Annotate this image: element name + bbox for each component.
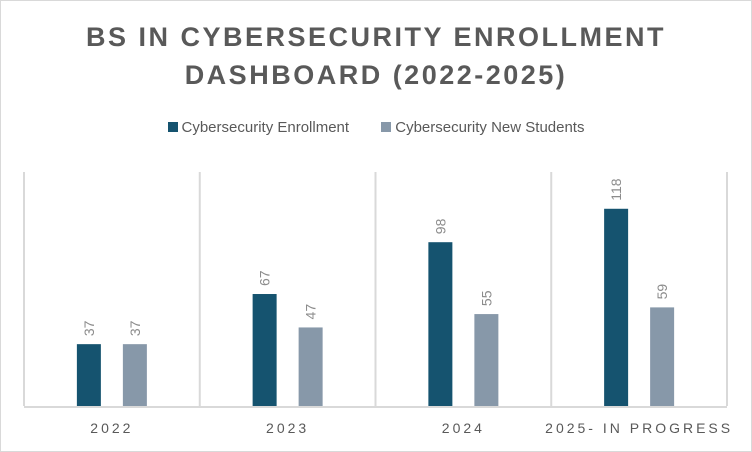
bar-enrollment-1: [252, 294, 277, 406]
data-label-enrollment-2: 98: [432, 218, 448, 234]
data-label-enrollment-3: 118: [608, 178, 624, 201]
chart-legend: Cybersecurity Enrollment Cybersecurity N…: [0, 119, 752, 136]
bar-new-students-3: [650, 307, 675, 406]
legend-label-new-students: Cybersecurity New Students: [395, 119, 585, 136]
legend-item-new-students[interactable]: Cybersecurity New Students: [381, 119, 584, 136]
bar-new-students-1: [298, 327, 323, 406]
data-label-new-students-3: 59: [654, 284, 670, 300]
chart-title-line-1: BS IN CYBERSECURITY ENROLLMENT: [85, 22, 667, 52]
x-tick-label: 2023: [266, 420, 309, 436]
data-label-enrollment-0: 37: [81, 320, 97, 336]
bar-new-students-2: [474, 314, 499, 406]
legend-label-enrollment: Cybersecurity Enrollment: [181, 119, 350, 136]
data-label-new-students-2: 55: [478, 290, 494, 306]
legend-swatch-new-students: [381, 122, 392, 132]
bar-enrollment-3: [604, 208, 629, 406]
data-label-new-students-0: 37: [127, 320, 143, 336]
chart-title-line-2: DASHBOARD (2022-2025): [184, 60, 568, 90]
x-tick-label: 2024: [442, 420, 485, 436]
data-label-new-students-1: 47: [303, 304, 319, 320]
bar-enrollment-0: [76, 344, 101, 406]
x-tick-label: 2025- IN PROGRESS: [545, 420, 733, 436]
legend-swatch-enrollment: [167, 122, 178, 132]
chart-title: BS IN CYBERSECURITY ENROLLMENT DASHBOARD…: [0, 18, 752, 94]
data-label-enrollment-1: 67: [257, 270, 273, 286]
legend-item-enrollment[interactable]: Cybersecurity Enrollment: [167, 119, 350, 136]
x-tick-label: 2022: [90, 420, 133, 436]
bar-enrollment-2: [428, 242, 453, 406]
bar-new-students-0: [122, 344, 147, 406]
